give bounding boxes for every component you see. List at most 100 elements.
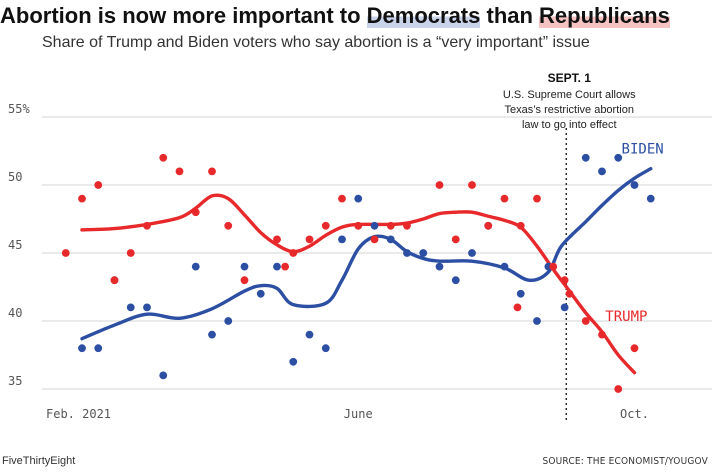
- biden-point: [256, 289, 265, 298]
- footer-source: SOURCE: THE ECONOMIST/YOUGOV: [542, 456, 708, 467]
- title-part-2: than: [480, 3, 540, 28]
- x-tick-label: Oct.: [620, 407, 649, 421]
- trump-point: [614, 385, 623, 393]
- trump-point: [484, 221, 493, 230]
- trump-point: [110, 276, 119, 285]
- biden-point: [419, 249, 428, 257]
- trump-point: [354, 221, 363, 230]
- chart-title: Abortion is now more important to Democr…: [0, 2, 712, 30]
- biden-point: [598, 167, 606, 176]
- trump-point: [403, 221, 411, 230]
- trump-point: [208, 167, 216, 176]
- biden-point: [614, 153, 623, 162]
- chart-subtitle: Share of Trump and Biden voters who say …: [42, 34, 590, 51]
- biden-point: [224, 317, 233, 325]
- y-tick-label: 40: [8, 306, 22, 320]
- biden-point: [191, 262, 200, 271]
- trump-point: [224, 221, 233, 230]
- biden-point: [403, 249, 411, 257]
- trump-point: [549, 262, 558, 271]
- trump-point: [143, 221, 151, 230]
- biden-point: [516, 289, 525, 298]
- title-republicans: Republicans: [539, 3, 670, 28]
- biden-point: [560, 303, 569, 312]
- y-axis-ticks: 55% 50 45 40 35: [8, 102, 30, 388]
- data-points: [61, 153, 655, 393]
- biden-point: [468, 249, 476, 257]
- x-axis-ticks: Feb. 2021 June Oct.: [46, 407, 649, 421]
- trump-point: [126, 249, 135, 257]
- trump-point: [513, 303, 522, 312]
- annotation-text-line: U.S. Supreme Court allows: [503, 89, 636, 101]
- annotation-text-line: law to go into effect: [522, 119, 617, 131]
- trump-point: [370, 235, 379, 244]
- biden-point: [451, 276, 460, 285]
- biden-point: [500, 262, 509, 271]
- annotation-text-line: Texas’s restrictive abortion: [505, 104, 634, 116]
- y-tick-label: 50: [8, 170, 22, 184]
- trump-point: [321, 221, 330, 230]
- biden-point: [321, 344, 330, 353]
- trump-point: [175, 167, 184, 176]
- biden-point: [630, 181, 639, 189]
- gridlines: [42, 116, 712, 390]
- biden-point: [386, 235, 395, 244]
- biden-point: [143, 303, 151, 312]
- trump-point: [305, 235, 314, 244]
- biden-point: [289, 357, 298, 366]
- y-tick-label: 55%: [8, 102, 30, 116]
- trump-point: [516, 221, 525, 230]
- biden-point: [273, 262, 281, 271]
- biden-point: [370, 221, 379, 230]
- biden-point: [646, 194, 655, 203]
- trump-point: [560, 276, 569, 285]
- biden-point: [435, 262, 444, 271]
- y-tick-label: 35: [8, 374, 22, 388]
- title-democrats: Democrats: [366, 3, 481, 28]
- biden-point: [78, 344, 86, 353]
- x-tick-label: June: [344, 407, 373, 421]
- trump-point: [338, 194, 346, 203]
- trump-point: [630, 344, 639, 353]
- series-labels: BIDEN TRUMP: [605, 142, 663, 325]
- trump-point: [533, 194, 541, 203]
- x-tick-label: Feb. 2021: [46, 407, 111, 421]
- biden-point: [533, 317, 541, 325]
- biden-point: [208, 330, 216, 339]
- trump-point: [581, 317, 590, 325]
- trump-point: [565, 289, 574, 298]
- trump-point: [386, 221, 395, 230]
- annotation-title: SEPT. 1: [548, 71, 592, 85]
- trump-point: [598, 330, 606, 339]
- trump-point: [94, 181, 103, 189]
- biden-point: [240, 262, 249, 271]
- annotation: SEPT. 1 U.S. Supreme Court allows Texas’s …: [503, 71, 636, 420]
- biden-point: [94, 344, 103, 353]
- trump-point: [78, 194, 86, 203]
- trump-point: [468, 181, 476, 189]
- y-tick-label: 45: [8, 238, 22, 252]
- trump-series-label: TRUMP: [605, 309, 647, 325]
- trump-point: [240, 276, 249, 285]
- trump-point: [289, 249, 298, 257]
- trump-point: [273, 235, 281, 244]
- footer-brand: FiveThirtyEight: [2, 455, 76, 467]
- biden-point: [305, 330, 314, 339]
- trump-point: [500, 194, 509, 203]
- chart-plot: 55% 50 45 40 35 Feb. 2021 June Oct. SEPT. 1 U.S…: [8, 71, 712, 421]
- biden-trend-line: [80, 166, 653, 341]
- trump-point: [191, 208, 200, 217]
- trend-lines: [80, 166, 653, 375]
- biden-point: [159, 371, 168, 380]
- biden-point: [581, 153, 590, 162]
- biden-point: [338, 235, 346, 244]
- biden-point: [354, 194, 363, 203]
- title-part-1: Abortion is now more important to: [0, 3, 367, 28]
- biden-point: [126, 303, 135, 312]
- trump-point: [61, 249, 70, 257]
- trump-point: [435, 181, 444, 189]
- trump-point: [451, 235, 460, 244]
- trump-point: [159, 153, 168, 162]
- trump-trend-line: [80, 193, 637, 375]
- biden-series-label: BIDEN: [622, 142, 664, 158]
